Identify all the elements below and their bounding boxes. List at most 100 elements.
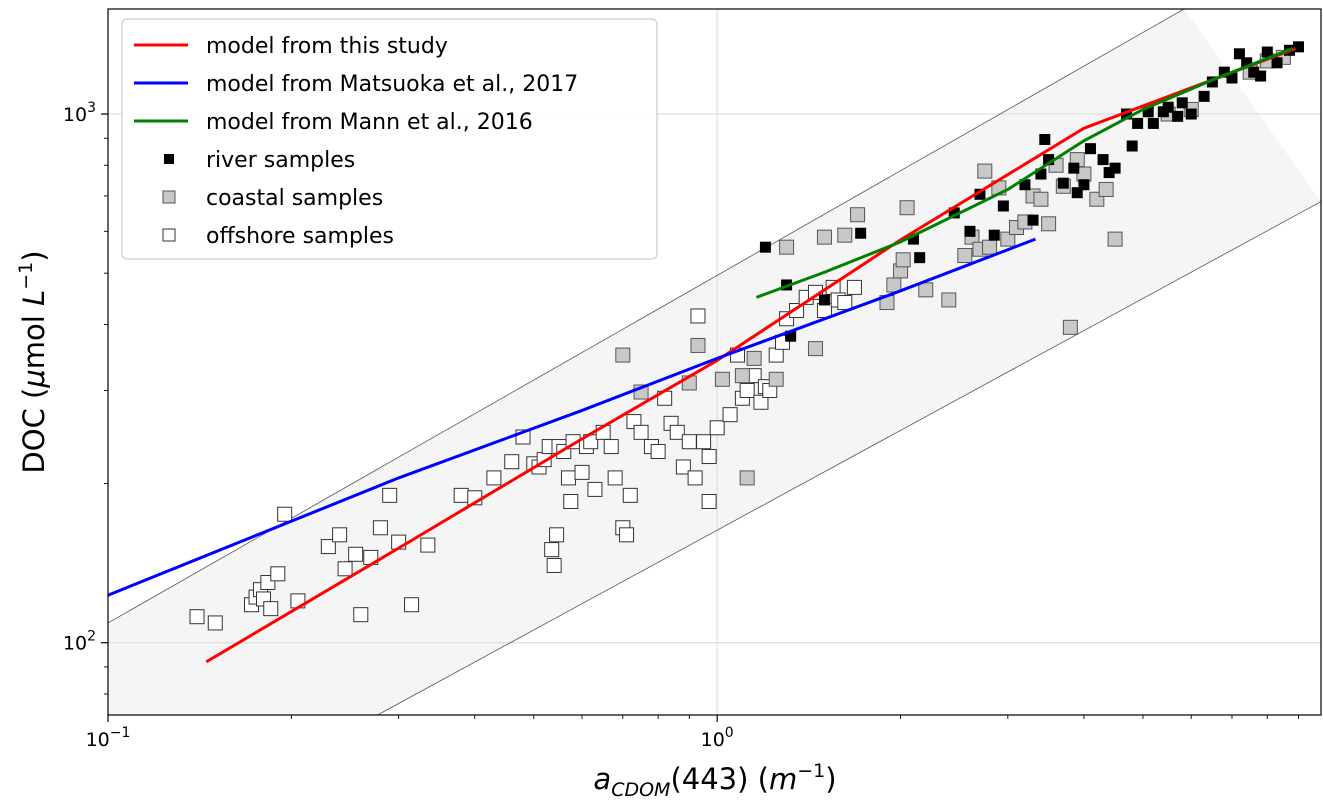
- offshore-sample-point: [486, 470, 502, 486]
- river-sample-point: [855, 227, 867, 239]
- river-sample-point: [1078, 179, 1090, 191]
- model-lines: [108, 47, 1297, 664]
- coastal-sample-point: [746, 350, 762, 366]
- y-tick-label: 102: [63, 629, 96, 655]
- offshore-sample-point: [404, 597, 420, 613]
- coastal-sample-point: [690, 337, 706, 353]
- offshore-sample-point: [563, 493, 579, 509]
- river-sample-point: [1071, 187, 1083, 199]
- river-sample-point: [907, 233, 919, 245]
- river-sample-point: [785, 330, 797, 342]
- coastal-sample-point: [615, 347, 631, 363]
- river-sample-point: [1172, 110, 1184, 122]
- legend-label-matsuoka: model from Matsuoka et al., 2017: [206, 72, 578, 97]
- legend-label-mann: model from Mann et al., 2016: [206, 110, 533, 135]
- river-sample-point: [1241, 57, 1253, 69]
- x-tick-label: 10−1: [86, 725, 131, 751]
- offshore-sample-point: [722, 407, 738, 423]
- river-sample-point: [1109, 162, 1121, 174]
- offshore-sample-point: [619, 527, 635, 543]
- offshore-sample-point: [587, 481, 603, 497]
- coastal-sample-point: [982, 239, 998, 255]
- river-sample-point: [1097, 154, 1109, 166]
- offshore-sample-point: [768, 347, 784, 363]
- river-sample-point: [988, 229, 1000, 241]
- offshore-sample-point: [372, 520, 388, 536]
- river-sample-point: [1103, 167, 1115, 179]
- coastal-sample-point: [739, 470, 755, 486]
- offshore-sample-point: [687, 470, 703, 486]
- legend: model from this study model from Matsuok…: [121, 18, 658, 260]
- plot-frame: [107, 8, 1322, 716]
- band-lower-edge: [377, 201, 1321, 715]
- coastal-sample-point: [768, 371, 784, 387]
- offshore-sample-point: [696, 434, 712, 450]
- offshore-sample-point: [846, 279, 862, 295]
- river-sample-point: [1255, 70, 1267, 82]
- river-sample-point: [1218, 66, 1230, 78]
- river-sample-point: [1198, 90, 1210, 102]
- x-tick-label: 100: [701, 725, 734, 751]
- offshore-sample-point: [701, 449, 717, 465]
- offshore-sample-point: [701, 493, 717, 509]
- coastal-sample-point: [779, 239, 795, 255]
- river-sample-point: [1057, 177, 1069, 189]
- offshore-sample-point: [739, 382, 755, 398]
- data-marks: [189, 41, 1304, 631]
- x-axis-title: aCDOM(443) (m−1): [593, 760, 836, 801]
- river-sample-point: [1185, 108, 1197, 120]
- river-sample-point: [914, 252, 926, 264]
- offshore-sample-point: [753, 394, 769, 410]
- y-axis-title: DOC (μmol L−1): [15, 250, 51, 473]
- coastal-sample-point: [850, 207, 866, 223]
- offshore-sample-point: [320, 539, 336, 555]
- axis-ticks: [101, 113, 1299, 722]
- offshore-sample-point: [348, 546, 364, 562]
- coastal-sample-point: [837, 227, 853, 243]
- legend-marker-river: [164, 154, 174, 164]
- coastal-sample-point: [941, 292, 957, 308]
- river-sample-point: [1035, 168, 1047, 180]
- offshore-sample-point: [549, 527, 565, 543]
- legend-marker-coastal: [162, 190, 176, 204]
- offshore-sample-point: [607, 470, 623, 486]
- y-tick-label: 103: [63, 100, 96, 126]
- offshore-sample-point: [669, 424, 685, 440]
- river-sample-point: [1084, 143, 1096, 155]
- legend-box: [121, 18, 658, 260]
- river-sample-point: [974, 188, 986, 200]
- coastal-sample-point: [895, 252, 911, 268]
- offshore-sample-point: [603, 439, 619, 455]
- river-sample-point: [1176, 97, 1188, 109]
- river-sample-point: [948, 207, 960, 219]
- river-sample-point: [1142, 106, 1154, 118]
- coastal-sample-point: [899, 200, 915, 216]
- river-sample-point: [759, 241, 771, 253]
- river-sample-point: [1261, 46, 1273, 58]
- legend-label-coastal: coastal samples: [206, 186, 383, 211]
- offshore-sample-point: [504, 454, 520, 470]
- offshore-sample-point: [622, 487, 638, 503]
- river-sample-point: [1271, 57, 1283, 69]
- offshore-sample-point: [633, 424, 649, 440]
- legend-label-river: river samples: [206, 148, 355, 173]
- coastal-sample-point: [957, 248, 973, 264]
- river-sample-point: [1233, 48, 1245, 60]
- offshore-sample-point: [560, 470, 576, 486]
- legend-label-offshore: offshore samples: [206, 224, 394, 249]
- tick-labels: 10−1 100 102 103: [63, 100, 734, 751]
- river-sample-point: [1121, 108, 1133, 120]
- river-sample-point: [1226, 72, 1238, 84]
- model-line-mann: [755, 47, 1294, 299]
- river-sample-point: [1248, 66, 1260, 78]
- offshore-sample-point: [681, 434, 697, 450]
- offshore-sample-point: [277, 506, 293, 522]
- offshore-sample-point: [544, 542, 560, 558]
- offshore-sample-point: [453, 487, 469, 503]
- offshore-sample-point: [690, 308, 706, 324]
- river-sample-point: [1039, 134, 1051, 146]
- coastal-sample-point: [1062, 319, 1078, 335]
- river-sample-point: [1132, 117, 1144, 129]
- river-sample-point: [1043, 154, 1055, 166]
